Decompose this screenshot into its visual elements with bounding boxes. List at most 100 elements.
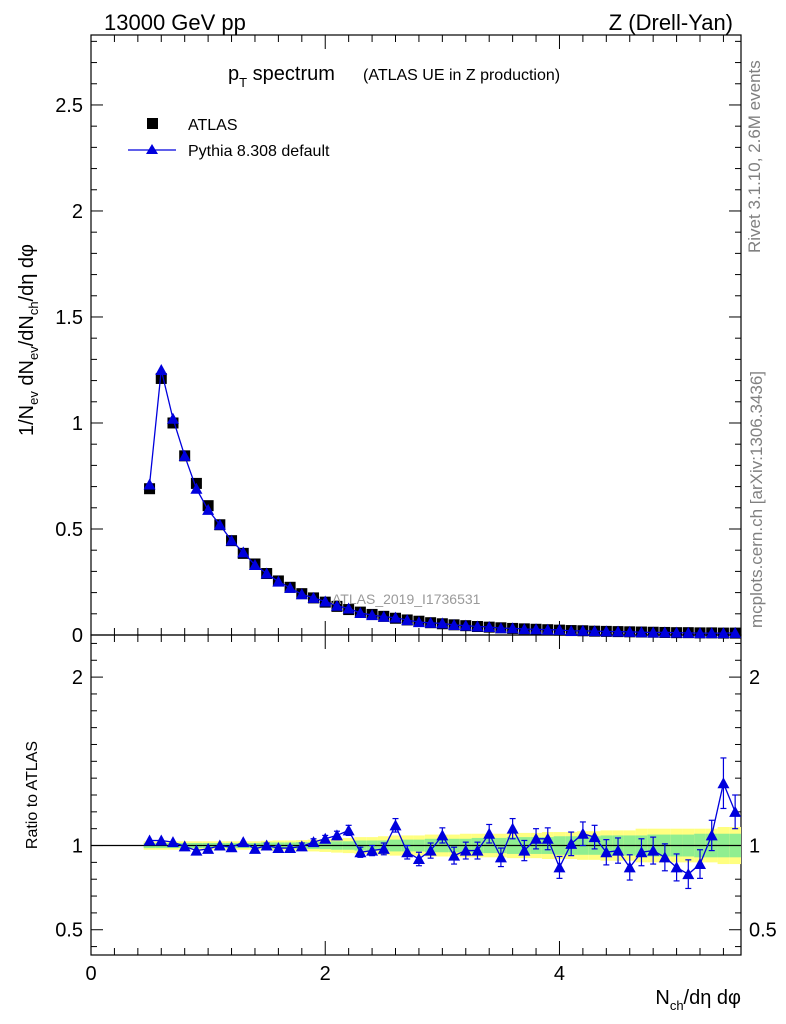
ratio-data-point bbox=[225, 841, 238, 853]
ratio-data-point bbox=[623, 861, 636, 873]
pythia-data-point bbox=[705, 627, 718, 639]
ratio-data-point bbox=[647, 844, 660, 856]
source-label: mcplots.cern.ch [arXiv:1306.3436] bbox=[747, 371, 766, 628]
main-y-tick-label: 0.5 bbox=[55, 519, 83, 541]
ratio-data-point bbox=[330, 829, 343, 841]
ratio-data-point bbox=[377, 842, 390, 854]
ratio-y-tick-label-right: 2 bbox=[749, 667, 760, 689]
y-label-sub3: ch bbox=[26, 301, 41, 315]
ratio-data-point bbox=[553, 861, 566, 873]
y-label-part1: 1/N bbox=[16, 405, 38, 436]
ratio-data-point bbox=[565, 837, 578, 849]
x-label-sub: ch bbox=[670, 998, 684, 1013]
ratio-data-point bbox=[729, 805, 742, 817]
ratio-data-point bbox=[202, 842, 215, 854]
ratio-data-point bbox=[319, 832, 332, 844]
ratio-data-point bbox=[459, 844, 472, 856]
ratio-data-point bbox=[178, 840, 191, 852]
main-axis-ticks: 0 0.5 1 1.5 2 2.5 bbox=[55, 40, 741, 647]
ratio-data-point bbox=[354, 846, 367, 858]
pythia-data-point bbox=[612, 625, 625, 637]
ratio-data-point bbox=[272, 842, 285, 854]
pythia-data-point bbox=[284, 581, 297, 593]
ratio-data-point bbox=[284, 842, 297, 854]
ratio-y-tick-label: 2 bbox=[72, 667, 83, 689]
ratio-y-tick-label-right: 1 bbox=[749, 836, 760, 858]
pythia-data-point bbox=[436, 617, 449, 629]
legend: ATLAS Pythia 8.308 default bbox=[128, 117, 330, 160]
ratio-data-point bbox=[717, 777, 730, 789]
ratio-data-point bbox=[389, 819, 402, 831]
pythia-data-point bbox=[471, 620, 484, 632]
main-y-tick-label: 1 bbox=[72, 413, 83, 435]
ratio-data-point bbox=[541, 832, 554, 844]
ratio-data-point bbox=[471, 844, 484, 856]
ratio-data-point bbox=[635, 846, 648, 858]
ratio-data-marks bbox=[143, 757, 742, 890]
pythia-data-point bbox=[518, 623, 531, 635]
ratio-data-point bbox=[600, 846, 613, 858]
main-y-tick-label: 0 bbox=[72, 625, 83, 647]
chart-title: pT spectrum bbox=[228, 63, 335, 90]
pythia-data-point bbox=[412, 616, 425, 628]
ratio-y-tick-label: 1 bbox=[72, 836, 83, 858]
legend-atlas-marker bbox=[147, 118, 158, 129]
ratio-data-point bbox=[506, 822, 519, 834]
ratio-data-point bbox=[295, 840, 308, 852]
pythia-data-point bbox=[694, 627, 707, 639]
atlas-data-point bbox=[155, 372, 167, 384]
pythia-data-point bbox=[143, 478, 156, 490]
chart-title-note: (ATLAS UE in Z production) bbox=[363, 67, 560, 84]
ratio-y-tick-label-right: 0.5 bbox=[749, 920, 777, 942]
y-label-part2: dN bbox=[16, 360, 38, 391]
ratio-panel-frame bbox=[90, 634, 742, 956]
y-label-sub1: ev bbox=[26, 391, 41, 405]
pythia-data-point bbox=[248, 559, 261, 571]
energy-label: 13000 GeV pp bbox=[104, 10, 246, 35]
ratio-data-point bbox=[166, 836, 179, 848]
pythia-data-point bbox=[576, 624, 589, 636]
pythia-data-point bbox=[237, 546, 250, 558]
ratio-data-point bbox=[307, 836, 320, 848]
pythia-data-point bbox=[647, 626, 660, 638]
pythia-data-point bbox=[190, 482, 203, 494]
ratio-data-point bbox=[588, 831, 601, 843]
main-y-axis-label: 1/Nev dNev/dNch/dη dφ bbox=[16, 244, 41, 436]
x-label-part2: /dη dφ bbox=[684, 987, 741, 1009]
process-label: Z (Drell-Yan) bbox=[609, 10, 733, 35]
ratio-data-point bbox=[424, 844, 437, 856]
x-tick-label: 4 bbox=[554, 963, 565, 985]
main-y-tick-label: 2.5 bbox=[55, 95, 83, 117]
chart-title-rest: spectrum bbox=[247, 63, 335, 85]
ratio-axis-ticks: 0.5 0.5 1 1 2 2 bbox=[55, 642, 777, 948]
ratio-data-point bbox=[143, 834, 156, 846]
ratio-data-point bbox=[448, 849, 461, 861]
pythia-data-point bbox=[366, 609, 379, 621]
pythia-data-point bbox=[588, 625, 601, 637]
ratio-data-point bbox=[670, 861, 683, 873]
pythia-data-point bbox=[553, 623, 566, 635]
pythia-data-point bbox=[600, 625, 613, 637]
pythia-data-point bbox=[213, 518, 226, 530]
legend-pythia-label: Pythia 8.308 default bbox=[188, 143, 330, 160]
pythia-data-point bbox=[155, 363, 168, 375]
pythia-data-point bbox=[225, 534, 238, 546]
ratio-data-point bbox=[436, 829, 449, 841]
pythia-data-point bbox=[389, 611, 402, 623]
pythia-data-point bbox=[319, 595, 332, 607]
pythia-data-point bbox=[295, 588, 308, 600]
ratio-data-point bbox=[342, 824, 355, 836]
ratio-data-point bbox=[494, 851, 507, 863]
ratio-data-point bbox=[612, 844, 625, 856]
pythia-data-point bbox=[623, 625, 636, 637]
ratio-data-point bbox=[682, 868, 695, 880]
pythia-data-point bbox=[541, 623, 554, 635]
ratio-y-axis-label: Ratio to ATLAS bbox=[24, 741, 41, 849]
main-y-tick-label: 1.5 bbox=[55, 307, 83, 329]
pythia-data-point bbox=[729, 626, 742, 638]
pythia-data-point bbox=[424, 616, 437, 628]
y-label-part3: /dN bbox=[16, 315, 38, 346]
ratio-data-point bbox=[237, 836, 250, 848]
legend-pythia-marker bbox=[146, 144, 158, 154]
